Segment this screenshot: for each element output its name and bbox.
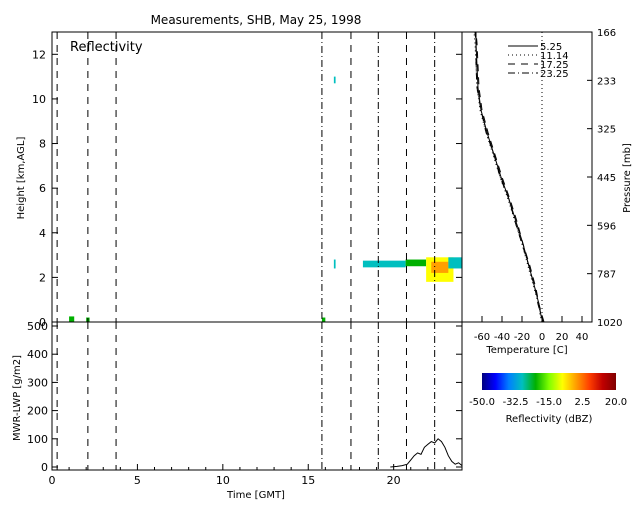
chart-title: Measurements, SHB, May 25, 1998 — [151, 13, 362, 27]
reflectivity-echo-layer — [69, 76, 462, 322]
pressure-tick-label: 233 — [597, 76, 616, 87]
sounding-axis-ticks: -60 -40 -20 0 20 40 166 233 325 445 596 787 1020 — [474, 28, 623, 343]
legend-label: 5.25 — [540, 42, 562, 53]
y-tick-label: 2 — [39, 271, 46, 284]
echo-region-4 — [333, 259, 336, 269]
colorbar-gradient — [482, 373, 616, 390]
colorbar-label: Reflectivity (dBZ) — [506, 414, 593, 425]
pressure-tick-label: 166 — [597, 28, 616, 39]
echo-region-3 — [333, 76, 336, 84]
pressure-axis-label: Pressure [mb] — [622, 143, 633, 213]
legend-label: 23.25 — [540, 69, 569, 80]
temperature-tick-label: 0 — [539, 332, 545, 343]
time-tick-label: 0 — [49, 474, 56, 487]
reflectivity-panel-label: Reflectivity — [70, 40, 143, 55]
sounding-line-17.25 — [475, 31, 545, 323]
colorbar-tick-label: -50.0 — [469, 397, 495, 408]
reflectivity-colorbar: -50.0 -32.5 -15.0 2.5 20.0 Reflectivity (dBZ… — [469, 373, 627, 425]
y-tick-label: 10 — [32, 93, 46, 106]
time-tick-label: 10 — [216, 474, 230, 487]
y-tick-label: 4 — [39, 227, 46, 240]
sounding-plot-frame — [461, 31, 593, 323]
lwp-y-tick-label: 100 — [27, 433, 48, 446]
reflectivity-panel: Reflectivity Height [km,AGL] 0 2 4 6 8 10 12 — [16, 31, 463, 329]
y-tick-label: 8 — [39, 138, 46, 151]
echo-region-2 — [321, 317, 326, 322]
lwp-y-tick-label: 200 — [27, 405, 48, 418]
pressure-tick-label: 1020 — [597, 318, 622, 329]
lwp-y-tick-label: 400 — [27, 348, 48, 361]
sounding-profiles — [473, 31, 545, 323]
lwp-y-tick-label: 0 — [41, 461, 48, 474]
sounding-line-23.25 — [474, 31, 544, 323]
time-tick-label: 20 — [387, 474, 401, 487]
reflectivity-y-axis-label: Height [km,AGL] — [16, 137, 27, 220]
lwp-panel: MWR-LWP [g/m2] Time [GMT] 01002003004005… — [12, 320, 463, 501]
pressure-tick-label: 596 — [597, 221, 616, 232]
lwp-y-tick-label: 500 — [27, 320, 48, 333]
colorbar-tick-label: 2.5 — [575, 397, 591, 408]
y-tick-label: 12 — [32, 48, 46, 61]
lwp-series-line — [390, 438, 463, 468]
y-tick-label: 0 — [39, 316, 46, 329]
pressure-tick-label: 445 — [597, 173, 616, 184]
temperature-tick-label: -40 — [494, 332, 510, 343]
temperature-tick-label: -20 — [514, 332, 530, 343]
y-tick-label: 6 — [39, 182, 46, 195]
echo-region-8 — [431, 261, 449, 273]
lwp-sounding-lines — [56, 322, 436, 470]
lwp-axis-ticks: 0 100 200 300 400 500 0 5 10 15 20 — [27, 320, 462, 487]
legend-label: 11.14 — [540, 51, 569, 62]
reflectivity-plot-frame — [51, 31, 463, 323]
time-tick-label: 15 — [301, 474, 315, 487]
reflectivity-sounding-lines — [56, 32, 436, 322]
echo-region-5 — [362, 260, 406, 268]
reflectivity-y-ticks: 0 2 4 6 8 10 12 — [32, 48, 462, 329]
temperature-tick-label: 40 — [576, 332, 589, 343]
lwp-y-axis-label: MWR-LWP [g/m2] — [12, 355, 23, 441]
temperature-tick-label: -60 — [474, 332, 490, 343]
colorbar-tick-label: 20.0 — [605, 397, 627, 408]
lwp-y-tick-label: 300 — [27, 376, 48, 389]
time-axis-label: Time [GMT] — [226, 490, 285, 501]
temperature-axis-label: Temperature [C] — [485, 345, 567, 356]
lwp-plot-frame — [51, 321, 463, 471]
legend-label: 17.25 — [540, 60, 569, 71]
sounding-panel: Temperature [C] Pressure [mb] -60 -40 -20 0… — [461, 28, 633, 356]
colorbar-tick-label: -32.5 — [503, 397, 529, 408]
echo-region-6 — [405, 259, 427, 267]
echo-region-9 — [448, 257, 462, 269]
echo-region-0 — [69, 316, 75, 322]
temperature-tick-label: 20 — [556, 332, 569, 343]
time-tick-label: 5 — [134, 474, 141, 487]
colorbar-ticks: -50.0 -32.5 -15.0 2.5 20.0 — [469, 397, 627, 408]
pressure-tick-label: 787 — [597, 270, 616, 281]
colorbar-tick-label: -15.0 — [536, 397, 562, 408]
pressure-tick-label: 325 — [597, 125, 616, 136]
